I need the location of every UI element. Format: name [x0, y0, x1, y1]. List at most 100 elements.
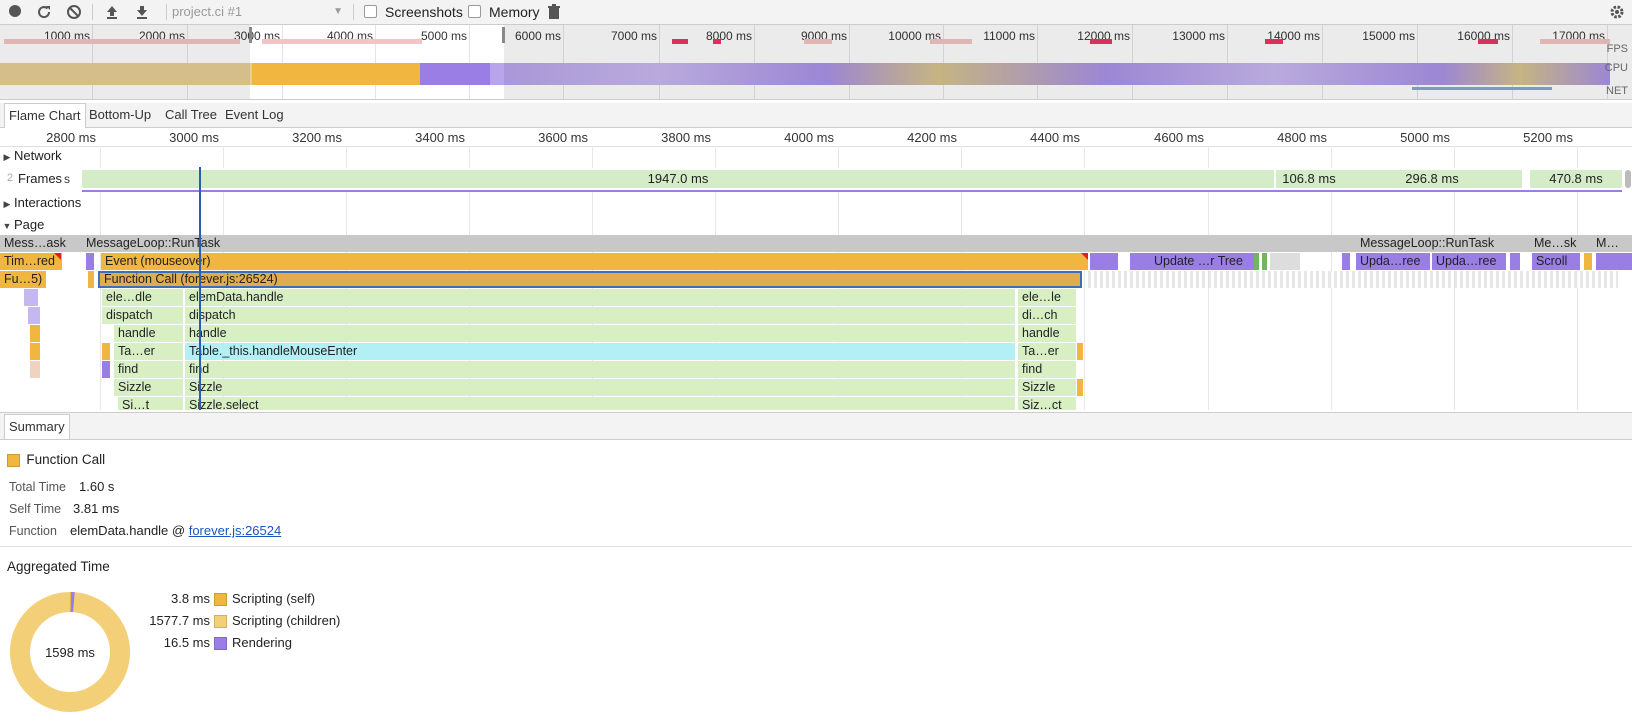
expand-triangle-icon: ▶ — [3, 152, 11, 162]
memory-label[interactable]: Memory — [489, 4, 540, 20]
frame-bar[interactable]: 296.8 ms — [1342, 170, 1522, 188]
overview-tick — [1607, 25, 1608, 99]
flame-bar[interactable]: Mess…ask — [0, 235, 80, 252]
tab-call-tree[interactable]: Call Tree — [165, 107, 218, 122]
overview-tick — [1322, 25, 1323, 99]
network-track[interactable]: ▶ Network — [0, 146, 1632, 166]
screenshots-checkbox[interactable] — [364, 5, 377, 18]
source-link[interactable]: forever.js:26524 — [188, 523, 282, 538]
cpu-label: CPU — [1604, 62, 1628, 74]
flame-ruler: 2800 ms 3000 ms 3200 ms 3400 ms 3600 ms 3800 … — [0, 128, 1632, 147]
frames-suffix: s — [64, 172, 70, 186]
flame-bar[interactable]: Sizzle.select — [185, 397, 1015, 410]
overview-tick — [1037, 25, 1038, 99]
total-time-value: 1.60 s — [79, 479, 115, 494]
flame-bar-selected[interactable]: Function Call (forever.js:26524) — [98, 271, 1082, 288]
flame-bar[interactable]: di…ch — [1018, 307, 1076, 324]
flame-bar[interactable]: Sizzle — [114, 379, 183, 396]
ruler-tick-label: 4000 ms — [784, 130, 834, 145]
tab-summary[interactable]: Summary — [4, 414, 70, 439]
flame-bar[interactable]: find — [114, 361, 183, 378]
gridline — [1084, 146, 1085, 410]
memory-checkbox[interactable] — [468, 5, 481, 18]
summary-title: Function Call — [7, 452, 105, 468]
flame-bar[interactable]: Sizzle — [185, 379, 1015, 396]
tab-flame-chart[interactable]: Flame Chart — [4, 103, 86, 128]
legend-value: 16.5 ms — [163, 635, 210, 650]
view-tabs: Flame Chart Bottom-Up Call Tree Event Lo… — [0, 103, 1632, 128]
record-icon[interactable] — [7, 4, 23, 20]
flame-bar[interactable]: Si…t — [118, 397, 183, 410]
flame-bar[interactable]: MessageLoop::RunTask — [82, 235, 1282, 252]
tab-bottom-up[interactable]: Bottom-Up — [89, 107, 152, 122]
flame-bar[interactable]: handle — [185, 325, 1015, 342]
flame-bar[interactable]: Upda…ree — [1356, 253, 1430, 270]
flame-bar[interactable]: Table._this.handleMouseEnter — [185, 343, 1015, 360]
flame-bar[interactable]: Update …r Tree — [1150, 253, 1254, 270]
screenshots-label[interactable]: Screenshots — [385, 4, 463, 20]
flame-bar[interactable]: handle — [1018, 325, 1076, 342]
legend-swatch — [214, 593, 227, 606]
frame-bar[interactable]: 470.8 ms — [1530, 170, 1622, 188]
timeline-overview[interactable]: 1000 ms 2000 ms 3000 ms 4000 ms 5000 ms 6000 … — [0, 25, 1632, 100]
flame-bar[interactable]: find — [1018, 361, 1076, 378]
tab-event-log[interactable]: Event Log — [225, 107, 284, 122]
flame-bar[interactable]: Sizzle — [1018, 379, 1076, 396]
details-tabs: Summary — [0, 412, 1632, 440]
scrollbar-thumb[interactable] — [1625, 170, 1631, 188]
reload-icon[interactable] — [36, 4, 52, 20]
flame-bar[interactable]: MessageLoop::RunTask — [1356, 235, 1526, 252]
interactions-track-label: Interactions — [14, 195, 82, 210]
flame-bar[interactable]: handle — [114, 325, 183, 342]
overview-tick — [1417, 25, 1418, 99]
selection-left-handle[interactable] — [249, 27, 252, 43]
frame-bar[interactable]: 1947.0 ms — [82, 170, 1274, 188]
interactions-track[interactable]: ▶ Interactions — [0, 193, 1632, 213]
legend-label: Scripting (self) — [232, 591, 316, 606]
ruler-tick-label: 3400 ms — [415, 130, 465, 145]
collapse-triangle-icon: ▼ — [2, 221, 12, 231]
overview-tick — [849, 25, 850, 99]
page-track-label: Page — [14, 217, 45, 232]
flame-bar[interactable]: Fu…5) — [0, 271, 46, 288]
flame-bar[interactable]: ele…le — [1018, 289, 1076, 306]
flame-bar[interactable]: Upda…ree — [1432, 253, 1506, 270]
flame-bar[interactable]: Me…sk — [1530, 235, 1590, 252]
flame-bar[interactable]: dispatch — [102, 307, 183, 324]
frames-track-label: Frames — [16, 171, 65, 186]
flame-bar[interactable]: M… — [1592, 235, 1632, 252]
flame-chart[interactable]: Mess…ask MessageLoop::RunTask MessageLoo… — [0, 235, 1632, 410]
clear-icon[interactable] — [66, 4, 82, 20]
selection-right-handle[interactable] — [502, 27, 505, 43]
ruler-tick-label: 3000 ms — [169, 130, 219, 145]
legend-value: 3.8 ms — [170, 591, 210, 606]
overview-tick-label: 13000 ms — [1172, 29, 1225, 43]
flame-bar[interactable]: Scroll — [1532, 253, 1580, 270]
flame-bar[interactable]: Ta…er — [114, 343, 183, 360]
flame-bar[interactable]: Ta…er — [1018, 343, 1076, 360]
ruler-tick-label: 3600 ms — [538, 130, 588, 145]
overview-tick-label: 5000 ms — [420, 29, 467, 43]
time-cursor — [199, 167, 201, 410]
save-profile-icon[interactable] — [134, 4, 150, 20]
flame-bar[interactable]: Siz…ct — [1018, 397, 1076, 410]
aggregated-time-donut — [10, 592, 130, 712]
trash-icon[interactable] — [546, 4, 562, 20]
frame-bar[interactable]: 106.8 ms — [1276, 170, 1342, 188]
overview-tick — [563, 25, 564, 99]
flame-bar[interactable]: elemData.handle — [185, 289, 1015, 306]
flame-bar[interactable]: ele…dle — [102, 289, 183, 306]
page-track[interactable]: ▼ Page — [0, 215, 1632, 235]
flame-bar[interactable]: dispatch — [185, 307, 1015, 324]
total-time-label: Total Time — [9, 480, 66, 494]
settings-gear-icon[interactable] — [1609, 4, 1625, 20]
overview-tick-label: 11000 ms — [983, 29, 1035, 43]
flame-bar[interactable]: find — [185, 361, 1015, 378]
overview-tick — [1512, 25, 1513, 99]
ruler-tick-label: 5200 ms — [1523, 130, 1573, 145]
recording-select[interactable]: project.ci #1 ▼ — [172, 2, 347, 21]
flame-bar[interactable]: Tim…red — [0, 253, 62, 270]
fps-label: FPS — [1606, 43, 1628, 55]
load-profile-icon[interactable] — [104, 4, 120, 20]
flame-bar[interactable]: Event (mouseover) — [101, 253, 1088, 270]
